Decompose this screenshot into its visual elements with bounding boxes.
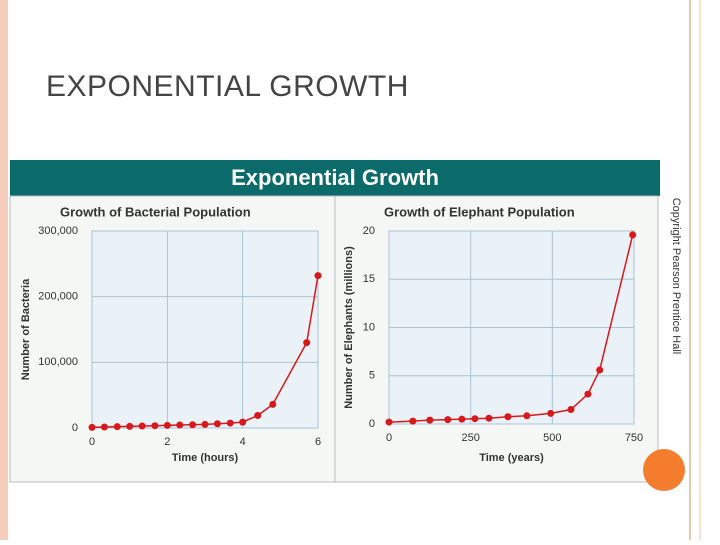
x-tick-label: 4 (240, 436, 246, 448)
decor-circle (643, 449, 685, 491)
data-point (485, 414, 493, 422)
left-border (0, 0, 8, 540)
chart-title: Growth of Elephant Population (384, 204, 575, 219)
data-point (254, 412, 262, 420)
x-tick-label: 2 (164, 436, 170, 448)
data-point (426, 416, 434, 424)
data-point (201, 420, 209, 428)
y-tick-label: 5 (369, 370, 375, 382)
data-point (458, 415, 466, 423)
banner-text: Exponential Growth (231, 165, 439, 190)
data-point (504, 413, 512, 421)
data-point (409, 417, 417, 425)
slide-title: EXPONENTIAL GROWTH (46, 70, 409, 103)
chart-title: Growth of Bacterial Population (60, 204, 251, 219)
data-point (126, 422, 134, 430)
data-point (269, 400, 277, 408)
data-point (471, 415, 479, 423)
x-tick-label: 6 (315, 436, 321, 448)
data-point (547, 409, 555, 417)
data-point (584, 390, 592, 398)
y-tick-label: 15 (363, 273, 375, 285)
data-point (176, 421, 184, 429)
data-point (213, 420, 221, 428)
x-tick-label: 0 (89, 436, 95, 448)
data-point (151, 422, 159, 430)
data-point (567, 406, 575, 414)
data-point (444, 416, 452, 424)
data-point (100, 423, 108, 431)
y-tick-label: 0 (72, 422, 78, 434)
x-axis-label: Time (years) (479, 452, 544, 464)
x-tick-label: 0 (386, 432, 392, 444)
copyright: Copyright Pearson Prentice Hall (670, 198, 682, 355)
data-point (88, 423, 96, 431)
y-tick-label: 100,000 (38, 356, 78, 368)
data-point (314, 272, 322, 280)
plot-area (91, 230, 319, 429)
x-tick-label: 500 (543, 432, 561, 444)
y-tick-label: 200,000 (38, 291, 78, 303)
data-point (239, 418, 247, 426)
data-point (523, 412, 531, 420)
data-point (629, 231, 637, 239)
y-axis-label: Number of Elephants (millions) (343, 246, 355, 409)
banner (10, 160, 660, 196)
y-axis-label: Number of Bacteria (20, 278, 32, 380)
x-tick-label: 250 (461, 432, 479, 444)
y-tick-label: 0 (369, 418, 375, 430)
data-point (113, 423, 121, 431)
y-tick-label: 300,000 (38, 225, 78, 237)
data-point (163, 421, 171, 429)
y-tick-label: 10 (363, 321, 375, 333)
y-tick-label: 20 (363, 225, 375, 237)
data-point (385, 418, 393, 426)
data-point (138, 422, 146, 430)
data-point (189, 421, 197, 429)
data-point (596, 366, 604, 374)
data-point (226, 419, 234, 427)
x-tick-label: 750 (625, 432, 643, 444)
x-axis-label: Time (hours) (172, 452, 239, 464)
data-point (303, 339, 311, 347)
